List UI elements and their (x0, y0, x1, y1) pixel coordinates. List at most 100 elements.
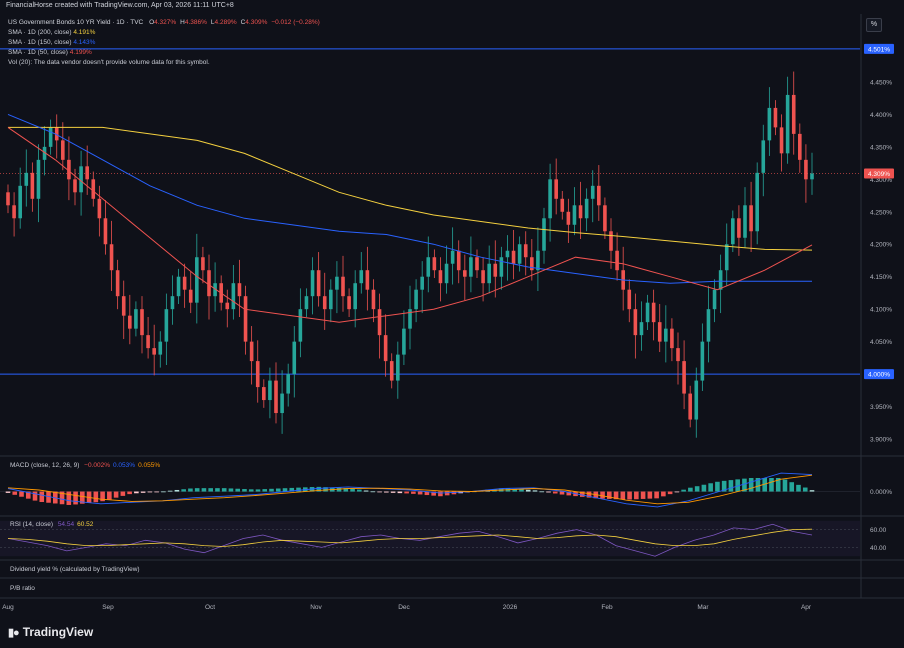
candle-body (548, 179, 552, 219)
price-tick-label: 4.100% (870, 307, 892, 314)
candle-body (195, 257, 199, 303)
macd-histogram-bar (140, 491, 146, 493)
macd-histogram-bar (39, 491, 45, 503)
candle-body (341, 276, 345, 297)
macd-histogram-bar (607, 491, 612, 499)
candle-body (633, 309, 638, 336)
candle-body (304, 296, 309, 310)
sma-200-line (8, 126, 813, 251)
macd-histogram-bar (519, 489, 524, 492)
candle-body (213, 283, 217, 297)
indicator-value: 0.055% (138, 462, 161, 469)
candle-body (79, 166, 83, 193)
candle-body (438, 270, 443, 284)
legend-sma-row[interactable]: SMA · 1D (50, close) 4.199% (8, 48, 320, 58)
macd-histogram-bar (25, 491, 31, 499)
candle-body (517, 244, 522, 264)
candle-body (724, 244, 729, 271)
macd-histogram-bar (215, 488, 220, 492)
rsi-legend[interactable]: RSI (14, close) 54.54 60.52 (10, 521, 93, 528)
candle-body (627, 289, 632, 310)
candle-body (444, 263, 449, 284)
candle-body (426, 257, 431, 277)
candle-body (61, 140, 65, 160)
candle-body (402, 328, 406, 355)
indicator-value: 54.54 (57, 521, 75, 528)
macd-histogram-bar (350, 488, 355, 492)
candle-body (487, 263, 491, 284)
macd-histogram-bar (512, 488, 518, 492)
price-tick-label: 4.350% (870, 144, 892, 151)
macd-histogram-bar (424, 491, 430, 496)
time-tick-label: Dec (398, 604, 410, 611)
candle-body (85, 166, 89, 180)
sma-150-line (7, 113, 812, 284)
candle-body (481, 270, 485, 284)
legend-sma-row[interactable]: SMA · 1D (200, close) 4.191% (8, 28, 320, 38)
macd-histogram-bar (525, 489, 531, 492)
candle-body (700, 341, 705, 381)
macd-signal-line (7, 474, 813, 505)
candle-body (207, 270, 211, 297)
candle-body (542, 218, 546, 251)
candle-body (804, 159, 808, 180)
pb-ratio-label[interactable]: P/B ratio (10, 585, 35, 592)
candle-body (109, 244, 114, 271)
candle-body (798, 133, 802, 160)
macd-histogram-bar (80, 491, 85, 504)
macd-histogram-bar (579, 491, 585, 497)
macd-histogram-bar (66, 491, 72, 505)
candle-body (170, 296, 175, 310)
macd-histogram-bar (93, 491, 99, 503)
top-bar: FinancialHorse created with TradingView.… (0, 0, 904, 14)
dividend-yield-label[interactable]: Dividend yield % (calculated by TradingV… (10, 566, 140, 573)
macd-histogram-bar (188, 488, 193, 492)
macd-histogram-bar (708, 483, 713, 492)
candle-body (396, 354, 400, 381)
price-tick-label: 4.200% (870, 242, 892, 249)
candle-body (493, 263, 498, 277)
candle-body (91, 179, 96, 199)
percent-scale-button[interactable]: % (866, 18, 882, 32)
candle-body (274, 380, 278, 414)
legend-symbol-row[interactable]: US Government Bonds 10 YR Yield · 1D · T… (8, 18, 320, 28)
macd-histogram-bar (789, 482, 795, 492)
candle-body (6, 192, 10, 206)
macd-histogram-bar (336, 487, 342, 492)
candle-body (268, 380, 272, 401)
macd-histogram-bar (147, 491, 153, 493)
macd-histogram-bar (715, 481, 720, 492)
macd-histogram-bar (154, 491, 159, 493)
candle-body (128, 315, 132, 329)
chart-canvas[interactable]: 4.450% 4.400% 4.350% 4.300% 4.250% 4.200% 4.15… (0, 14, 904, 634)
candle-body (140, 309, 144, 336)
macd-legend[interactable]: MACD (close, 12, 26, 9) −0.002% 0.053% 0.0… (10, 462, 160, 469)
macd-histogram-bar (127, 491, 132, 495)
macd-histogram-bar (46, 491, 51, 503)
legend-sma-row[interactable]: SMA · 1D (150, close) 4.143% (8, 38, 320, 48)
candle-body (743, 205, 747, 238)
brand-name: TradingView (22, 625, 94, 639)
tradingview-brand[interactable]: ▮● TradingView (8, 625, 93, 639)
macd-histogram-bar (809, 490, 815, 492)
legend-ohlc: O4.327% H4.386% L4.289% C4.309% −0.012 (−0.2… (145, 19, 320, 26)
candle-body (42, 146, 47, 160)
macd-histogram-bar (661, 491, 666, 497)
candle-body (791, 94, 796, 134)
candle-body (310, 270, 315, 297)
candle-body (536, 250, 540, 271)
macd-histogram-bar (181, 489, 186, 492)
macd-histogram-bar (634, 491, 639, 500)
macd-histogram-bar (411, 491, 416, 494)
macd-histogram-bar (627, 491, 632, 500)
candle-body (499, 257, 504, 277)
candle-body (201, 257, 205, 271)
macd-histogram-bar (19, 491, 24, 497)
macd-histogram-bar (586, 491, 592, 498)
macd-histogram-bar (796, 484, 801, 492)
last-price-label: 4.309% (868, 171, 890, 178)
candle-body (554, 179, 558, 199)
candle-body (164, 309, 169, 342)
macd-histogram-bar (242, 489, 247, 492)
macd-histogram-bar (647, 491, 653, 499)
